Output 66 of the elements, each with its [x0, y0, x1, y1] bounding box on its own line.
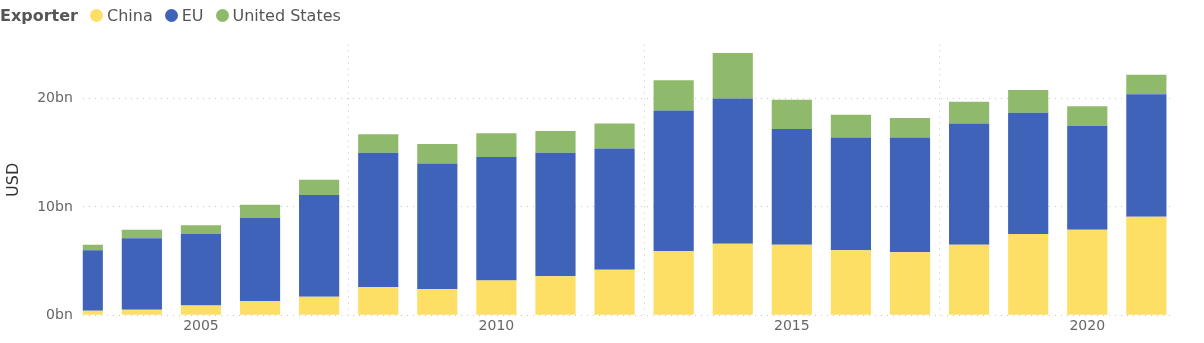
- bar: [653, 110, 694, 252]
- bar: [180, 305, 222, 315]
- x-tick-label: 2010: [478, 317, 515, 334]
- bar: [417, 289, 458, 315]
- bar: [712, 98, 753, 244]
- bar: [1008, 89, 1049, 113]
- bar: [121, 229, 162, 239]
- bar: [535, 131, 576, 153]
- bar: [180, 233, 222, 306]
- bar: [1067, 106, 1108, 126]
- bar: [830, 250, 872, 315]
- bar: [358, 287, 399, 315]
- bar: [535, 152, 576, 277]
- legend-title: Exporter: [0, 5, 78, 25]
- bar: [358, 152, 399, 288]
- bar: [1126, 74, 1167, 95]
- legend-label: EU: [181, 5, 204, 25]
- bar: [889, 137, 931, 253]
- bar: [949, 244, 990, 315]
- bar: [771, 99, 812, 129]
- y-tick-label: 20bn: [37, 89, 73, 106]
- bar: [830, 137, 872, 251]
- bar: [121, 238, 162, 310]
- bar: [889, 252, 931, 315]
- legend-label: United States: [232, 5, 341, 25]
- bar: [771, 128, 812, 245]
- bar: [299, 179, 340, 195]
- bar: [358, 134, 399, 153]
- bar: [653, 251, 694, 315]
- y-tick-label: 0bn: [46, 305, 73, 322]
- bar: [1067, 229, 1108, 315]
- x-tick-label: 2005: [183, 317, 219, 334]
- bar: [712, 243, 753, 315]
- bar: [417, 144, 458, 164]
- bar: [239, 301, 281, 315]
- bar: [830, 114, 872, 138]
- bar: [121, 309, 162, 315]
- bar: [476, 280, 517, 315]
- bar: [949, 101, 990, 124]
- bar: [594, 123, 635, 149]
- bar: [180, 225, 222, 234]
- bar: [476, 133, 517, 158]
- bar: [771, 244, 812, 315]
- bar: [1126, 94, 1167, 217]
- bar: [535, 276, 576, 315]
- bar: [239, 217, 281, 302]
- bar: [239, 204, 281, 218]
- bar: [417, 163, 458, 290]
- y-tick-label: 10bn: [37, 197, 73, 214]
- x-tick-label: 2015: [774, 317, 810, 334]
- bar: [594, 148, 635, 270]
- bar: [949, 123, 990, 245]
- bar: [299, 194, 340, 297]
- x-tick-label: 2020: [1069, 317, 1106, 334]
- bar: [889, 118, 931, 138]
- bar: [1126, 216, 1167, 315]
- bar: [1067, 125, 1108, 230]
- bar: [299, 296, 340, 315]
- y-axis-title: USD: [2, 162, 22, 197]
- bar: [594, 269, 635, 315]
- bar: [1008, 233, 1049, 315]
- bar: [712, 53, 753, 99]
- bar: [1008, 112, 1049, 234]
- bar: [653, 80, 694, 111]
- bar: [476, 157, 517, 281]
- legend-label: China: [106, 5, 153, 25]
